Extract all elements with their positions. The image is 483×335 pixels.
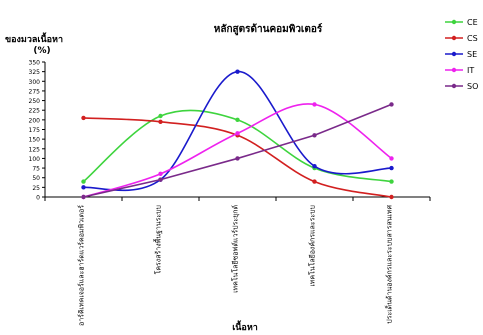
legend-label-so: SO [467, 82, 478, 91]
data-point-ce [158, 113, 163, 119]
data-point-cs [81, 115, 86, 121]
y-axis-ticks: 0 25 50 75 100 125 150 175 200 225 250 275 300 325 350 [29, 60, 45, 202]
y-tick-label: 0 [36, 195, 40, 202]
y-axis-unit: (%) [33, 46, 50, 56]
legend-marker-it [451, 67, 457, 73]
x-tick-label: อาร์คิเทคเจอร์และฮาร์ดแวร์คอมพิวเตอร์ [78, 205, 86, 326]
y-tick-label: 225 [29, 108, 41, 115]
x-tick-label: โครงสร้างพื้นฐานระบบ [152, 205, 163, 274]
data-point-it [389, 156, 394, 161]
series-lines [81, 69, 394, 200]
legend-marker-ce [451, 19, 457, 25]
x-axis-label: เนื้อหา [232, 320, 258, 333]
y-tick-label: 50 [32, 175, 40, 182]
legend-label-it: IT [467, 66, 474, 75]
y-tick-label: 25 [32, 185, 40, 192]
y-tick-label: 350 [29, 60, 41, 67]
data-point-so [235, 156, 240, 161]
y-tick-label: 150 [29, 137, 41, 144]
x-tick-label: เทคโนโลยีซอฟต์แวร์ประยุกต์ [231, 205, 240, 293]
x-tick-label: เทคโนโลยีองค์กรและระบบ [308, 205, 317, 287]
data-point-se [312, 163, 317, 169]
legend-label-ce: CE [467, 18, 478, 27]
legend-marker-se [451, 51, 457, 57]
data-point-ce [235, 117, 240, 123]
y-tick-label: 325 [29, 69, 41, 76]
legend-marker-cs [451, 35, 457, 41]
y-tick-label: 275 [29, 88, 41, 95]
data-point-se [389, 165, 394, 171]
chart-title: หลักสูตรด้านคอมพิวเตอร์ [214, 23, 323, 36]
data-point-it [235, 131, 240, 136]
legend-label-cs: CS [467, 34, 478, 43]
legend-marker-so [451, 83, 457, 89]
data-point-it [312, 102, 317, 107]
data-point-cs [389, 194, 394, 200]
x-tick-label: ประเด็นด้านองค์กรและระบบสารสนเทศ [385, 204, 394, 323]
data-point-so [389, 102, 394, 107]
data-point-so [81, 194, 86, 200]
data-point-it [158, 171, 163, 177]
y-tick-label: 300 [29, 79, 41, 86]
data-point-se [235, 69, 240, 74]
y-tick-label: 200 [29, 117, 41, 124]
y-axis-label: ของมวลเนื้อหา [5, 32, 63, 45]
data-point-se [81, 185, 86, 190]
data-point-so [158, 177, 163, 182]
series-line-se [83, 70, 392, 192]
y-tick-label: 100 [29, 156, 41, 163]
data-point-cs [158, 119, 163, 124]
y-tick-label: 125 [29, 146, 41, 153]
data-point-ce [389, 179, 394, 184]
data-point-cs [312, 179, 317, 184]
y-tick-label: 75 [32, 166, 40, 173]
legend-label-se: SE [467, 50, 477, 59]
data-point-so [312, 133, 317, 138]
y-tick-label: 250 [29, 98, 41, 105]
legend: CE CS SE IT SO [445, 18, 478, 91]
y-tick-label: 175 [29, 127, 41, 134]
data-point-ce [81, 179, 86, 184]
x-axis-ticks: อาร์คิเทคเจอร์และฮาร์ดแวร์คอมพิวเตอร์ โคร… [44, 197, 431, 326]
